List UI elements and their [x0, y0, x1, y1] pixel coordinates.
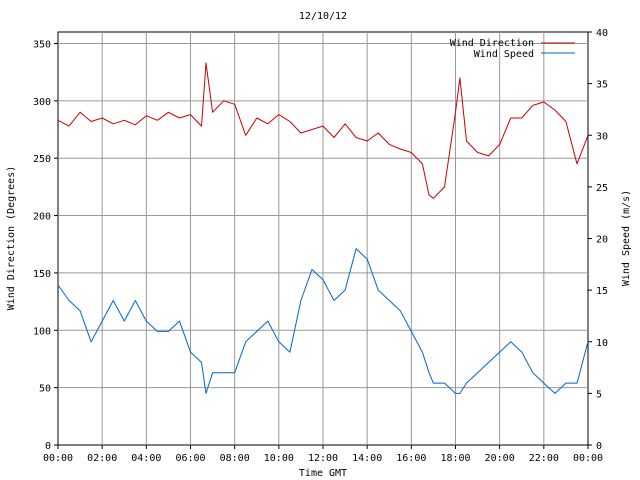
y-right-tick-label: 30	[596, 131, 608, 142]
x-tick-label: 18:00	[440, 453, 470, 464]
x-tick-label: 10:00	[264, 453, 294, 464]
y-axis-left-label: Wind Direction (Degrees)	[6, 166, 17, 311]
x-tick-label: 00:00	[43, 453, 73, 464]
legend-label-direction: Wind Direction	[450, 38, 534, 49]
y-left-tick-label: 100	[33, 326, 51, 337]
y-left-tick-label: 300	[33, 97, 51, 108]
y-axis-right-label: Wind Speed (m/s)	[621, 190, 632, 286]
y-left-tick-label: 350	[33, 39, 51, 50]
x-tick-label: 04:00	[131, 453, 161, 464]
y-right-tick-label: 10	[596, 338, 608, 349]
y-right-tick-label: 15	[596, 286, 608, 297]
y-right-tick-label: 0	[596, 441, 602, 452]
y-right-tick-label: 40	[596, 28, 608, 39]
legend: Wind Direction Wind Speed	[450, 38, 575, 60]
x-tick-label: 08:00	[220, 453, 250, 464]
x-tick-label: 14:00	[352, 453, 382, 464]
legend-label-speed: Wind Speed	[474, 49, 534, 60]
x-tick-label: 16:00	[396, 453, 426, 464]
x-axis-ticks: 00:00 02:00 04:00 06:00 08:00 10:00 12:00 14:00…	[43, 445, 603, 464]
right-axis-ticks: 0 5 10 15 20 25 30 35 40	[588, 28, 608, 452]
y-left-tick-label: 0	[45, 441, 51, 452]
x-tick-label: 06:00	[175, 453, 205, 464]
y-left-tick-label: 150	[33, 269, 51, 280]
left-axis-ticks: 0 50 100 150 200 250 300 350	[33, 39, 58, 452]
x-tick-label: 22:00	[529, 453, 559, 464]
chart-title: 12/10/12	[299, 11, 347, 22]
x-tick-label: 00:00	[573, 453, 603, 464]
grid	[58, 32, 588, 445]
x-tick-label: 02:00	[87, 453, 117, 464]
x-tick-label: 12:00	[308, 453, 338, 464]
y-left-tick-label: 200	[33, 212, 51, 223]
x-axis-label: Time GMT	[299, 468, 347, 479]
y-right-tick-label: 35	[596, 80, 608, 91]
wind-speed-line	[57, 248, 589, 394]
x-tick-label: 20:00	[485, 453, 515, 464]
y-right-tick-label: 5	[596, 389, 602, 400]
y-right-tick-label: 20	[596, 235, 608, 246]
y-left-tick-label: 50	[39, 384, 51, 395]
wind-direction-line	[57, 62, 589, 199]
y-left-tick-label: 250	[33, 154, 51, 165]
y-right-tick-label: 25	[596, 183, 608, 194]
series-layer	[57, 62, 589, 394]
